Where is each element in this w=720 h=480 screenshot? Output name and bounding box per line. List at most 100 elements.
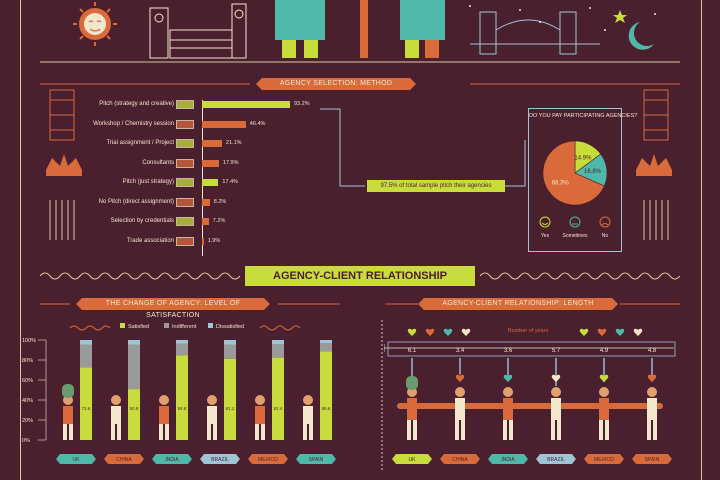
legend-swatch <box>208 323 213 328</box>
method-item-icon <box>176 100 194 109</box>
method-item-label: Consultants <box>142 159 174 166</box>
years-bar <box>459 358 461 375</box>
method-title: AGENCY SELECTION: METHOD <box>279 80 393 87</box>
legend-label: Dissatisfied <box>216 324 244 330</box>
heart-icon <box>647 374 657 382</box>
country-label: BRAZIL <box>211 457 229 463</box>
method-bar <box>202 218 209 225</box>
heart-icon <box>425 328 435 336</box>
method-item-icon <box>176 178 194 187</box>
country-label: CHINA <box>452 457 468 463</box>
method-item-label: Selection by credentials <box>110 218 174 224</box>
method-item-icon <box>176 236 194 246</box>
person-figure <box>551 387 561 440</box>
method-bar-value: 1.9% <box>207 237 221 244</box>
method-bar <box>202 198 210 206</box>
pay-title: DO YOU PAY PARTICIPATING AGENCIES? <box>529 113 638 119</box>
sometimes-face-icon <box>569 216 581 228</box>
stack-segment-satisfied <box>128 389 140 440</box>
method-bar <box>202 140 222 147</box>
bar-value-label: 82.4 <box>274 406 283 411</box>
method-item-icon <box>176 158 194 168</box>
country-label: UK <box>409 457 417 463</box>
heart-icon <box>455 374 465 382</box>
legend-label: Indifferent <box>172 324 197 330</box>
stack-segment-dissatisfied <box>176 340 188 344</box>
method-bar-value: 17.9% <box>222 159 239 166</box>
method-bar-value: 21.1% <box>225 140 242 146</box>
pitch-callout: 97.5% of total sample pitch their agenci… <box>367 180 505 192</box>
country-flag <box>536 454 576 464</box>
method-item-label: Workshop / Chemistry session <box>93 120 174 127</box>
crown-icon <box>46 154 82 176</box>
years-value: 6.1 <box>408 348 417 354</box>
pay-panel: DO YOU PAY PARTICIPATING AGENCIES? 14.9%… <box>528 108 638 252</box>
person-figure <box>647 387 657 440</box>
stack-segment-dissatisfied <box>224 340 236 345</box>
method-bar <box>202 179 219 186</box>
night-city <box>470 11 600 55</box>
bar-value-label: 81.2 <box>226 406 235 411</box>
bar-value-label: 84.8 <box>178 406 187 411</box>
years-value: 4.8 <box>648 348 657 354</box>
stack-segment-satisfied <box>320 351 332 440</box>
country-flag <box>104 454 144 464</box>
method-bar <box>202 101 290 108</box>
pie-slice-label: 14.9% <box>574 155 592 161</box>
stack-segment-indifferent <box>128 344 140 390</box>
relationship-title: AGENCY-CLIENT RELATIONSHIP <box>273 270 447 282</box>
person-figure <box>255 395 265 440</box>
satisfaction-title-banner: THE CHANGE OF AGENCY: LEVEL OF SATISFACT… <box>76 298 270 319</box>
years-bar <box>411 358 413 388</box>
heart-icon <box>503 374 513 382</box>
country-label: SPAIN <box>309 457 324 463</box>
legend-swatch <box>120 323 125 328</box>
bar-value-label: 88.6 <box>322 406 331 411</box>
method-axis <box>202 100 203 256</box>
method-bar <box>202 120 246 128</box>
heart-icon <box>579 328 589 336</box>
y-tick-label: 20% <box>22 418 33 424</box>
y-tick-label: 80% <box>22 358 33 364</box>
stack-segment-dissatisfied <box>80 340 92 345</box>
country-flag <box>200 454 240 464</box>
y-tick-label: 0% <box>22 438 30 444</box>
country-flag <box>296 454 336 464</box>
country-flag <box>152 454 192 464</box>
legend-swatch <box>164 323 169 328</box>
figures-illustration <box>275 0 445 58</box>
legend-wave <box>69 325 111 331</box>
legend-label: Satisfied <box>128 324 149 330</box>
no-face-icon <box>599 216 611 228</box>
page-frame <box>20 0 702 480</box>
country-label: INDIA <box>501 457 515 463</box>
relationship-title-banner: AGENCY-CLIENT RELATIONSHIP <box>245 266 475 286</box>
london-buildings <box>149 3 247 59</box>
stars <box>469 5 656 31</box>
method-bar-chart: Pitch (strategy and creative) 93.2% Worksh… <box>60 100 360 260</box>
person-figure <box>62 384 74 440</box>
heart-icon <box>599 374 609 382</box>
method-bar-value: 46.4% <box>249 120 266 127</box>
section-rules <box>40 303 680 305</box>
method-bar-value: 7.2% <box>212 218 226 224</box>
legend-wave <box>259 325 301 331</box>
right-decorations <box>636 89 672 240</box>
years-value: 5.7 <box>552 348 561 354</box>
country-flag <box>248 454 288 464</box>
center-divider <box>381 320 383 470</box>
legend-no: No <box>601 233 609 239</box>
heart-icon <box>551 374 561 382</box>
years-bar <box>555 358 557 387</box>
country-flag <box>584 454 624 464</box>
heart-icon <box>597 328 607 336</box>
length-scale-box <box>387 341 676 357</box>
length-chart: Number of years 6.1 UK 3.4 CHINA 3.6 INDIA 5.7 B… <box>384 328 676 464</box>
pay-legend-icons <box>539 216 611 228</box>
stack-segment-satisfied <box>272 357 284 440</box>
years-value: 3.6 <box>504 348 513 354</box>
y-tick-label: 100% <box>22 338 36 344</box>
person-figure <box>303 395 313 440</box>
sun-illustration <box>73 2 117 46</box>
stack-segment-indifferent <box>80 344 92 368</box>
